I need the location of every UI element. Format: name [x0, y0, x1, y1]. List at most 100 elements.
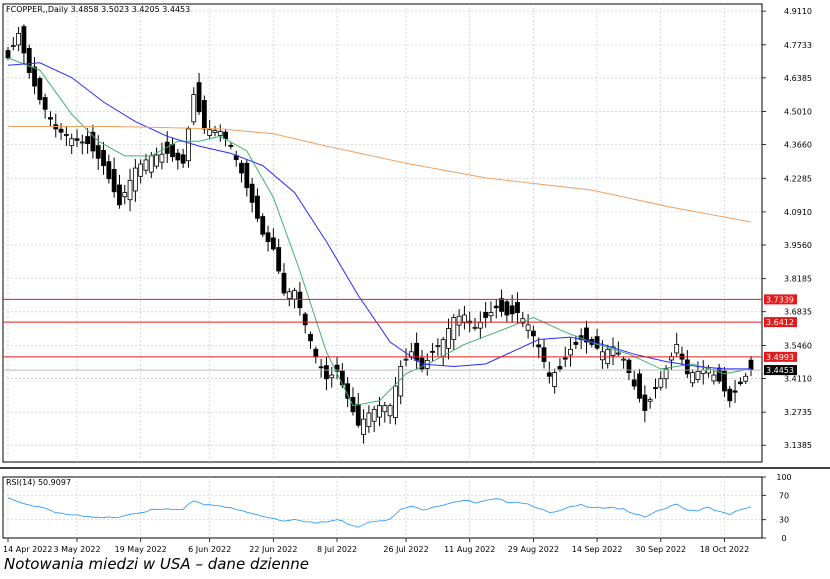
y-tick-label: 3.8185 — [784, 275, 812, 284]
rsi-label: RSI(14) 50.9097 — [6, 478, 71, 487]
candle-body — [684, 359, 690, 375]
y-tick-label: 3.1385 — [784, 441, 812, 450]
candle-body — [191, 94, 197, 123]
candle-body — [355, 404, 361, 426]
candle-body — [403, 358, 409, 361]
x-tick-label: 19 May 2022 — [115, 545, 167, 554]
candle-body — [504, 301, 510, 316]
rsi-y-tick-label: 70 — [779, 491, 789, 500]
level-tag-label: 3.4993 — [766, 353, 794, 362]
candle-body — [302, 313, 308, 326]
candle-body — [600, 351, 605, 361]
candle-body — [631, 379, 637, 387]
candle-body — [642, 394, 648, 411]
candle-body — [5, 50, 11, 59]
candle-body — [573, 341, 579, 345]
candle-body — [414, 342, 420, 361]
candle-body — [132, 167, 138, 192]
candle-body — [138, 163, 144, 177]
main-frame — [2, 3, 763, 463]
candle-body — [531, 330, 536, 337]
candle-body — [186, 128, 191, 162]
candle-body — [722, 370, 727, 392]
candle-body — [339, 370, 345, 386]
candle-body — [281, 272, 287, 294]
candle-body — [212, 130, 218, 133]
candle-body — [90, 131, 96, 152]
candle-body — [244, 162, 250, 189]
current-price-tag — [764, 365, 797, 376]
level-tag-label: 3.7339 — [766, 295, 794, 304]
y-tick-label: 3.6835 — [784, 308, 812, 317]
candle-body — [515, 302, 520, 313]
candle-body — [79, 141, 85, 144]
candle-body — [286, 291, 292, 299]
x-tick-label: 29 Aug 2022 — [508, 545, 559, 554]
candle-body — [366, 412, 372, 428]
candle-body — [477, 321, 483, 329]
candle-body — [430, 350, 435, 353]
y-tick-label: 4.6385 — [784, 74, 812, 83]
moving-average-long — [8, 126, 752, 223]
y-tick-label: 4.7733 — [784, 41, 812, 50]
candle-body — [472, 326, 478, 329]
candle-body — [228, 145, 234, 147]
candle-body — [456, 315, 462, 326]
candle-body — [180, 154, 186, 164]
candles — [5, 24, 754, 444]
candle-body — [32, 66, 37, 87]
y-tick-label: 4.5010 — [784, 108, 812, 117]
rsi-y-tick-label: 100 — [776, 473, 791, 482]
x-tick-label: 22 Jun 2022 — [249, 545, 297, 554]
candle-body — [451, 317, 457, 341]
candle-body — [499, 298, 504, 312]
candle-body — [127, 179, 133, 201]
candle-body — [117, 184, 122, 206]
candle-body — [207, 129, 213, 136]
candle-body — [58, 128, 64, 133]
rsi-frame — [2, 476, 763, 539]
x-tick-label: 3 May 2022 — [53, 545, 100, 554]
candle-body — [546, 372, 552, 377]
candle-body — [101, 150, 106, 167]
candle-body — [276, 247, 282, 272]
candle-body — [318, 366, 324, 369]
candle-body — [223, 131, 228, 140]
x-axis: 14 Apr 2022 3 May 2022 19 May 2022 6 Jun 20… — [3, 538, 749, 554]
x-tick-label: 26 Jul 2022 — [383, 545, 428, 554]
y-tick-label: 3.4110 — [784, 374, 812, 383]
x-tick-label: 18 Oct 2022 — [700, 545, 749, 554]
moving-average-slow — [7, 62, 751, 370]
candle-body — [154, 154, 160, 167]
chart-caption: Notowania miedzi w USA – dane dzienne — [4, 555, 309, 573]
candle-body — [63, 133, 69, 136]
candle-body — [122, 192, 128, 198]
candle-body — [493, 305, 499, 309]
candle-body — [308, 333, 313, 342]
candle-body — [743, 375, 749, 382]
candle-body — [217, 130, 223, 136]
x-tick-label: 14 Sep 2022 — [572, 545, 623, 554]
candle-body — [382, 405, 388, 413]
candle-body — [711, 374, 717, 382]
candle-body — [700, 369, 706, 375]
candle-body — [674, 344, 680, 354]
candle-body — [462, 314, 467, 323]
candle-body — [260, 216, 266, 235]
candle-body — [42, 97, 48, 110]
candle-body — [509, 305, 515, 315]
candle-body — [297, 291, 303, 309]
candle-body — [732, 390, 738, 393]
candle-body — [37, 77, 43, 100]
candle-body — [552, 372, 558, 387]
candle-body — [74, 138, 80, 141]
candle-body — [196, 82, 202, 113]
candle-body — [329, 374, 335, 379]
rsi-y-tick-label: 0 — [781, 534, 786, 543]
candle-body — [201, 100, 207, 130]
candle-body — [10, 45, 16, 48]
candle-body — [170, 144, 175, 158]
candle-body — [483, 312, 489, 318]
x-tick-label: 30 Sep 2022 — [635, 545, 686, 554]
